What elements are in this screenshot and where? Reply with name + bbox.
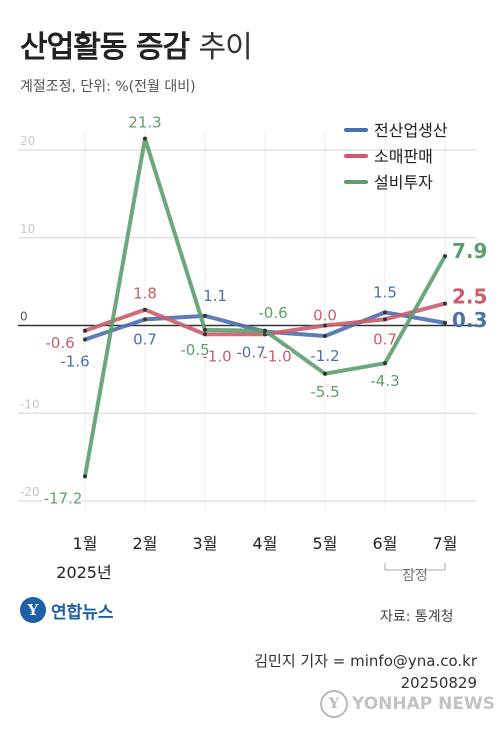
y-tick-label: 10: [20, 222, 35, 236]
data-point: [143, 317, 147, 322]
data-point: [323, 323, 327, 328]
watermark-text: YONHAP NEWS: [352, 694, 495, 714]
data-label: -0.5: [180, 341, 209, 359]
data-label: -1.6: [60, 353, 89, 371]
data-label: 1.5: [373, 283, 397, 301]
yonhap-logo-text: 연합뉴스: [51, 602, 114, 623]
data-label: 21.3: [128, 114, 161, 132]
data-label: -5.5: [310, 383, 339, 401]
data-label: -1.0: [262, 347, 291, 365]
data-label: 0.0: [313, 307, 337, 325]
data-label: 1.8: [133, 285, 157, 303]
watermark-logo-icon: Y: [320, 690, 348, 718]
legend-label: 전산업생산: [374, 121, 448, 140]
y-tick-label: -10: [20, 397, 40, 411]
x-tick-label: 3월: [193, 534, 218, 553]
data-label: 0.7: [373, 330, 397, 348]
data-point: [203, 327, 207, 332]
publish-date: 20250829: [400, 674, 477, 692]
data-label: -4.3: [370, 372, 399, 390]
data-point: [323, 371, 327, 376]
x-tick-label: 6월: [373, 534, 398, 553]
y-tick-label: 20: [20, 134, 35, 148]
x-tick-label: 7월: [433, 534, 458, 553]
title-main: 산업활동 증감: [20, 30, 190, 65]
provisional-label: 잠정: [402, 568, 428, 584]
data-point: [203, 332, 207, 337]
data-point: [443, 254, 447, 259]
chart-subtitle: 계절조정, 단위: %(전월 대비): [20, 79, 196, 95]
x-tick-label: 4월: [253, 534, 278, 553]
data-label: 7.9: [452, 239, 487, 263]
title-suffix: 추이: [198, 30, 253, 65]
data-label: 0.7: [133, 330, 157, 348]
data-point: [83, 337, 87, 342]
x-tick-label: 2월: [133, 534, 158, 553]
data-point: [83, 474, 87, 479]
data-point: [143, 307, 147, 312]
data-label: -0.6: [45, 334, 74, 352]
data-label: 2.5: [452, 285, 487, 309]
year-label: 2025년: [56, 563, 111, 582]
data-point: [443, 301, 447, 306]
data-point: [323, 334, 327, 339]
data-label: -1.0: [202, 347, 231, 365]
source-note: 자료: 통계청: [380, 609, 454, 625]
data-point: [383, 317, 387, 322]
credit-block: 김민지 기자 = minfo@yna.co.kr 20250829: [254, 650, 477, 694]
chart-title: 산업활동 증감 추이: [20, 22, 253, 66]
data-label: 1.1: [203, 287, 227, 305]
data-label: -0.7: [236, 344, 265, 362]
data-label: 0.3: [452, 308, 487, 332]
reporter-credit: 김민지 기자 = minfo@yna.co.kr: [254, 652, 477, 670]
watermark: Y YONHAP NEWS: [320, 690, 495, 718]
data-point: [383, 361, 387, 366]
data-point: [83, 328, 87, 333]
y-tick-label: 0: [20, 310, 28, 324]
yonhap-logo: Y 연합뉴스: [20, 597, 114, 623]
yonhap-logo-icon: Y: [20, 597, 46, 623]
data-point: [143, 136, 147, 141]
data-label: -0.6: [258, 304, 287, 322]
data-point: [383, 310, 387, 315]
legend-label: 소매판매: [374, 147, 433, 166]
x-tick-label: 5월: [313, 534, 338, 553]
legend-label: 설비투자: [374, 173, 433, 192]
data-label: -17.2: [44, 489, 83, 507]
data-label: -1.2: [310, 347, 339, 365]
x-tick-label: 1월: [73, 534, 98, 553]
data-point: [443, 320, 447, 325]
provisional-bracket: [384, 563, 446, 571]
y-tick-label: -20: [20, 485, 40, 499]
data-point: [203, 313, 207, 318]
data-point: [263, 328, 267, 333]
